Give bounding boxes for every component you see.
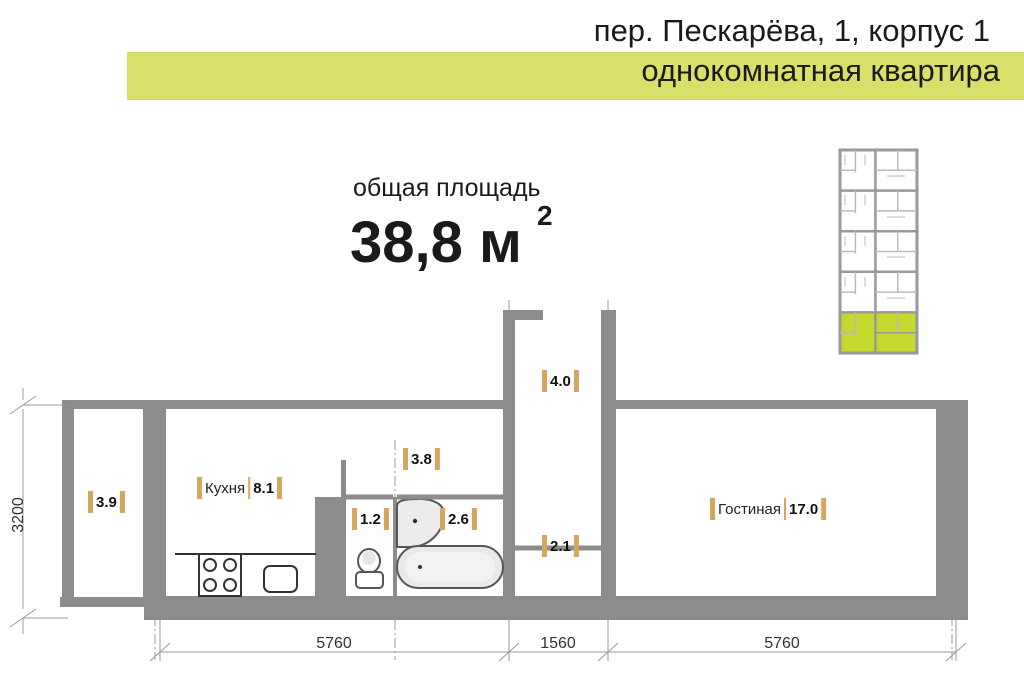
- svg-text:3.9: 3.9: [96, 494, 117, 511]
- svg-text:38,8 м: 38,8 м: [350, 210, 522, 275]
- svg-text:Гостиная: Гостиная: [718, 501, 781, 518]
- svg-text:2.1: 2.1: [550, 538, 571, 555]
- svg-text:однокомнатная квартира: однокомнатная квартира: [641, 53, 1000, 88]
- svg-text:17.0: 17.0: [789, 501, 818, 518]
- svg-text:2: 2: [537, 200, 553, 231]
- svg-text:3.8: 3.8: [411, 451, 432, 468]
- svg-text:общая площадь: общая площадь: [353, 174, 541, 202]
- svg-text:Кухня: Кухня: [205, 480, 245, 497]
- svg-text:5760: 5760: [764, 635, 800, 652]
- svg-text:1560: 1560: [540, 635, 576, 652]
- svg-text:2.6: 2.6: [448, 511, 469, 528]
- svg-text:пер. Пескарёва, 1, корпус 1: пер. Пескарёва, 1, корпус 1: [594, 13, 990, 48]
- svg-text:1.2: 1.2: [360, 511, 381, 528]
- svg-text:3200: 3200: [10, 497, 27, 533]
- svg-text:8.1: 8.1: [253, 480, 274, 497]
- svg-text:5760: 5760: [316, 635, 352, 652]
- svg-text:4.0: 4.0: [550, 373, 571, 390]
